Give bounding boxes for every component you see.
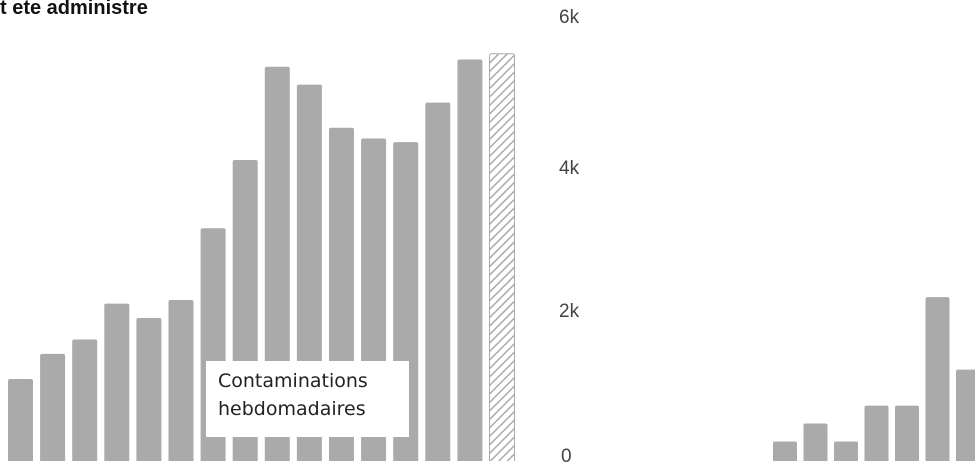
left-bar-1 [8, 379, 33, 461]
annotation-line-2: hebdomadaires [218, 398, 366, 420]
left-bar-15 [457, 59, 483, 461]
right-bar-5 [895, 405, 919, 461]
left-bar-3 [72, 339, 98, 461]
y-tick-2k: 2k [559, 301, 580, 322]
right-bar-2 [803, 423, 828, 461]
y-tick-6k: 6k [559, 7, 580, 28]
left-bar-5 [136, 317, 162, 461]
annotation-box: Contaminations hebdomadaires [206, 361, 409, 437]
right-bar-6 [925, 297, 950, 461]
right-bar-1 [773, 441, 797, 461]
right-bar-3 [834, 441, 858, 461]
chart-title: t ete administre [0, 0, 148, 19]
left-bar-4 [104, 303, 130, 461]
right-bar-7 [956, 369, 975, 461]
right-chart-bars [773, 297, 975, 461]
annotation-line-1: Contaminations [218, 370, 368, 392]
left-bar-16-hatched [489, 53, 515, 461]
left-bar-14 [425, 102, 451, 461]
left-bar-2 [40, 353, 66, 461]
right-bar-4 [864, 405, 889, 461]
y-tick-0: 0 [561, 446, 572, 467]
left-bar-6 [168, 300, 194, 461]
y-tick-4k: 4k [559, 158, 580, 179]
